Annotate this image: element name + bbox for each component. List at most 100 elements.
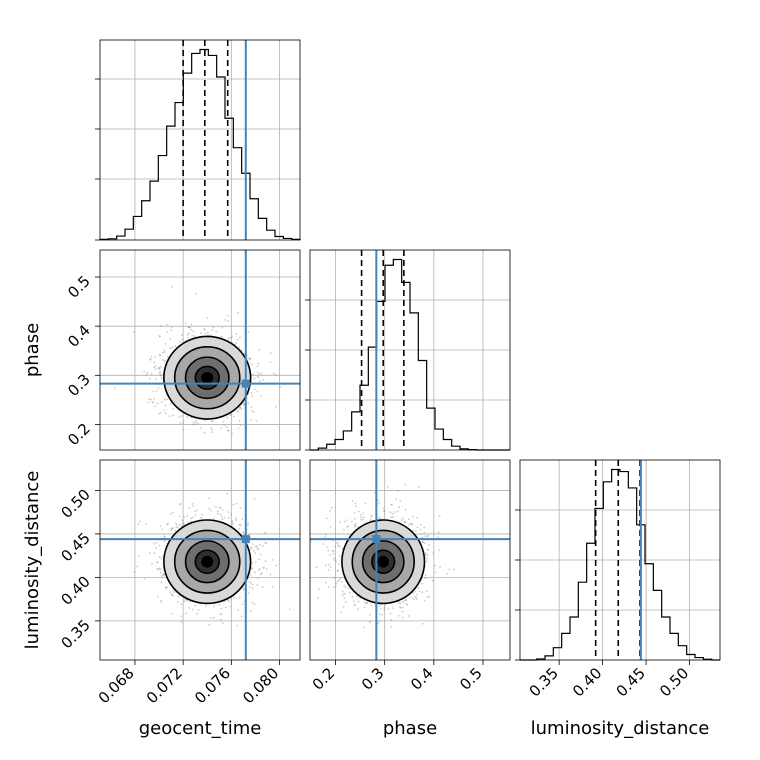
sample-point <box>163 409 166 412</box>
sample-point <box>353 512 356 514</box>
sample-point <box>401 606 404 609</box>
y-tick-label: 0.40 <box>57 572 93 608</box>
sample-point <box>152 390 155 393</box>
sample-point <box>149 358 152 361</box>
sample-point <box>327 586 330 588</box>
sample-point <box>424 577 427 580</box>
sample-point <box>369 519 372 522</box>
sample-point <box>343 597 346 599</box>
sample-point <box>338 545 341 548</box>
sample-point <box>197 422 200 425</box>
sample-point <box>337 580 339 583</box>
sample-point <box>427 548 430 551</box>
sample-point <box>253 377 256 380</box>
x-tick-label: 0.068 <box>95 664 138 707</box>
sample-point <box>251 395 253 397</box>
sample-point <box>329 566 332 568</box>
sample-point <box>153 552 156 555</box>
sample-point <box>356 595 359 598</box>
sample-point <box>191 502 194 505</box>
x-tick-label: 0.45 <box>613 664 649 700</box>
contour-line <box>173 529 241 594</box>
sample-point <box>401 610 404 613</box>
sample-point <box>231 523 234 525</box>
sample-point <box>168 415 171 418</box>
sample-point <box>370 604 373 607</box>
sample-point <box>254 545 257 548</box>
sample-point <box>145 373 148 376</box>
sample-point <box>250 392 253 394</box>
sample-point <box>368 614 371 616</box>
sample-point <box>231 522 234 524</box>
truth-marker <box>372 535 381 544</box>
sample-point <box>169 402 172 405</box>
panels-layer: 0.068 0.072 0.076 0.080 geocent_time 0.2 0.3 0.… <box>22 39 721 739</box>
sample-point <box>161 351 164 354</box>
sample-point <box>193 335 196 338</box>
sample-point <box>264 531 266 534</box>
sample-point <box>218 603 220 606</box>
sample-point <box>329 554 331 556</box>
sample-point <box>251 567 254 570</box>
sample-point <box>446 573 449 575</box>
sample-point <box>251 583 254 586</box>
sample-point <box>363 626 365 629</box>
contour-line <box>351 529 415 594</box>
sample-point <box>213 605 216 607</box>
sample-point <box>271 586 274 589</box>
sample-point <box>243 404 246 407</box>
sample-point <box>231 432 233 435</box>
sample-point <box>150 355 153 358</box>
sample-point <box>222 509 224 511</box>
sample-point <box>424 552 427 555</box>
sample-point <box>339 611 342 614</box>
sample-point <box>259 553 262 556</box>
sample-point <box>247 522 250 525</box>
sample-point <box>260 372 263 375</box>
y-tick-label: 0.5 <box>64 272 94 302</box>
sample-point <box>166 523 169 526</box>
sample-point <box>415 530 417 532</box>
sample-point <box>253 388 256 391</box>
sample-point <box>256 375 259 378</box>
sample-point <box>163 540 166 543</box>
sample-point <box>169 591 172 594</box>
sample-point <box>188 606 190 609</box>
sample-point <box>256 390 259 393</box>
sample-point <box>407 518 410 520</box>
sample-point <box>256 365 259 368</box>
sample-point <box>172 589 175 592</box>
sample-point <box>166 331 168 333</box>
sample-point <box>224 319 227 321</box>
sample-point <box>398 506 400 509</box>
sample-point <box>230 413 233 416</box>
sample-point <box>208 623 211 626</box>
sample-point <box>377 502 380 505</box>
sample-point <box>187 332 190 334</box>
sample-point <box>186 416 189 418</box>
x-tick-label: 0.35 <box>526 664 562 700</box>
sample-point <box>363 600 366 603</box>
sample-point <box>148 552 151 554</box>
sample-point <box>368 621 371 624</box>
density-content <box>100 250 300 450</box>
sample-point <box>180 621 183 623</box>
sample-point <box>410 596 413 599</box>
sample-point <box>370 515 372 518</box>
sample-point <box>438 549 441 552</box>
sample-point <box>191 334 194 337</box>
sample-point <box>143 578 146 581</box>
contour-line <box>371 549 396 575</box>
sample-point <box>434 571 437 574</box>
sample-point <box>159 571 162 574</box>
sample-point <box>257 376 260 379</box>
sample-point <box>423 599 426 602</box>
sample-point <box>391 516 394 518</box>
sample-point <box>279 386 282 388</box>
sample-point <box>342 606 345 608</box>
sample-point <box>251 587 254 589</box>
sample-point <box>159 374 162 376</box>
sample-point <box>176 523 179 526</box>
sample-point <box>359 597 361 600</box>
sample-point <box>251 562 254 565</box>
